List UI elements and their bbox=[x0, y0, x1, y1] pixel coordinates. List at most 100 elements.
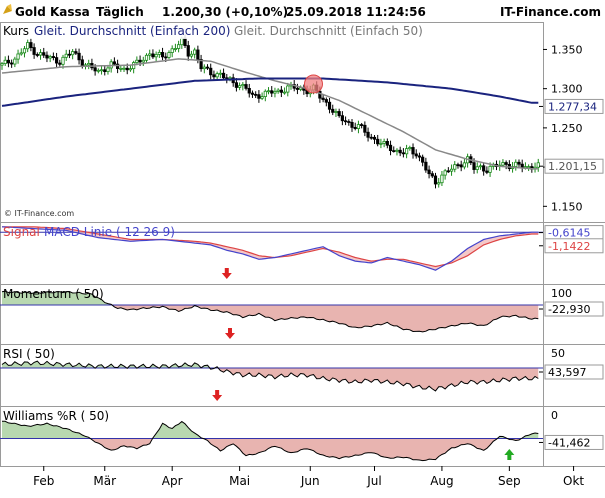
price-candle-body bbox=[356, 124, 361, 129]
price-candle-body bbox=[177, 44, 181, 49]
price-candle-body bbox=[462, 162, 467, 168]
price-candle-body bbox=[411, 147, 415, 155]
price-candle-body bbox=[221, 72, 226, 79]
price-candle-body bbox=[379, 142, 383, 145]
x-tick-label-jun: Jun bbox=[300, 474, 320, 488]
price-candle-body bbox=[61, 56, 65, 65]
momentum-last-text: -22,930 bbox=[548, 303, 590, 316]
williams-panel-frame bbox=[0, 406, 544, 467]
momentum-legend: Momentum ( 50) bbox=[3, 287, 104, 301]
price-candle-body bbox=[433, 175, 438, 185]
price-candle-body bbox=[446, 170, 450, 173]
price-candle-body bbox=[64, 53, 68, 58]
rsi-last: 43,597 bbox=[539, 364, 604, 380]
price-candle-body bbox=[299, 87, 303, 90]
instrument-title: Gold Kassa bbox=[15, 5, 90, 19]
williams-line bbox=[2, 420, 539, 462]
price-legend: Kurs Gleit. Durchschnitt (Einfach 200) Gle… bbox=[1, 24, 423, 39]
price-candle-body bbox=[395, 149, 399, 152]
price-candle-body bbox=[148, 53, 152, 56]
price-candle-body bbox=[517, 161, 521, 165]
price-candle-body bbox=[0, 63, 4, 66]
price-candle-body bbox=[449, 168, 454, 172]
price-candle-body bbox=[440, 174, 444, 184]
price-candle-body bbox=[141, 59, 145, 63]
price-candle-body bbox=[369, 136, 373, 139]
price-candle-body bbox=[347, 121, 351, 123]
price-candle-body bbox=[250, 92, 255, 95]
price-candle-body bbox=[22, 48, 27, 54]
price-candle-body bbox=[173, 48, 177, 50]
price-candle-body bbox=[238, 85, 242, 88]
price-candle-body bbox=[360, 124, 364, 126]
macd-legend: Signal MACD Linie ( 12 26 9) bbox=[3, 225, 175, 239]
price-candle-body bbox=[488, 165, 492, 173]
price-candle-body bbox=[456, 164, 460, 167]
williams-legend-label: Williams %R ( 50) bbox=[3, 409, 109, 423]
macd-legend-signal: Signal bbox=[3, 225, 40, 239]
price-watermark: © IT-Finance.com bbox=[4, 209, 74, 218]
price-last-box bbox=[544, 158, 604, 174]
price-candle-body bbox=[180, 37, 184, 46]
price-candle-body bbox=[13, 58, 17, 65]
price-candle-body bbox=[160, 52, 165, 58]
price-candle-body bbox=[282, 91, 287, 94]
williams-fill-positive bbox=[2, 421, 539, 439]
price-candle-body bbox=[209, 67, 213, 76]
price-candle-body bbox=[392, 150, 396, 153]
price-candle-body bbox=[125, 67, 129, 71]
williams-last-text: -41,462 bbox=[548, 436, 590, 449]
price-candle-body bbox=[485, 170, 489, 173]
price-legend-sma200: Gleit. Durchschnitt (Einfach 200) bbox=[34, 24, 230, 38]
price-candle-body bbox=[35, 54, 39, 56]
price-candle-body bbox=[478, 165, 483, 168]
momentum-last-box bbox=[544, 301, 604, 317]
arrow-up-shape bbox=[504, 449, 515, 460]
rsi-legend-label: RSI ( 50) bbox=[3, 347, 55, 361]
price-candle-body bbox=[414, 153, 418, 157]
price-candles bbox=[0, 34, 540, 189]
price-candle-body bbox=[475, 166, 479, 170]
momentum-ytick-label: 100 bbox=[551, 287, 572, 300]
price-sma200-line bbox=[1, 77, 539, 107]
price-candle-body bbox=[157, 52, 161, 55]
price-candle-body bbox=[116, 63, 120, 69]
price-candle-body bbox=[501, 162, 505, 166]
price-candle-body bbox=[453, 164, 457, 170]
macd-main-line bbox=[1, 226, 539, 271]
williams-last-box bbox=[544, 434, 604, 450]
price-candle-body bbox=[270, 90, 274, 94]
price-candle-body bbox=[372, 136, 377, 140]
price-candle-body bbox=[16, 53, 20, 60]
price-candle-body bbox=[417, 155, 422, 158]
price-candle-body bbox=[48, 56, 52, 59]
interval-label: Täglich bbox=[96, 5, 144, 19]
momentum-line bbox=[1, 290, 539, 333]
price-candle-body bbox=[112, 61, 116, 65]
price-candle-body bbox=[443, 170, 447, 176]
price-candle-body bbox=[321, 97, 325, 100]
price-candle-body bbox=[382, 141, 386, 144]
price-candle-body bbox=[247, 87, 251, 94]
price-candle-body bbox=[103, 69, 107, 73]
price-candle-body bbox=[128, 68, 133, 71]
gold-logo-icon bbox=[3, 4, 12, 14]
price-candle-body bbox=[424, 161, 428, 171]
macd-last-signal-text: -1,1422 bbox=[548, 240, 590, 253]
price-candle-body bbox=[340, 115, 344, 122]
price-candle-body bbox=[199, 59, 203, 70]
price-candle-body bbox=[45, 54, 49, 59]
price-candle-body bbox=[10, 62, 14, 65]
x-tick-label-sep: Sep bbox=[498, 474, 521, 488]
price-sma200-last-box bbox=[544, 98, 604, 114]
macd-last-macd: -0,6145 bbox=[539, 225, 604, 241]
price-candle-body bbox=[276, 89, 280, 92]
price-candle-body bbox=[254, 93, 258, 96]
price-candle-body bbox=[260, 96, 264, 99]
price-candle-body bbox=[74, 51, 78, 54]
price-panel-frame bbox=[0, 22, 544, 223]
arrow-down-shape bbox=[221, 268, 232, 279]
price-candle-body bbox=[170, 48, 174, 53]
